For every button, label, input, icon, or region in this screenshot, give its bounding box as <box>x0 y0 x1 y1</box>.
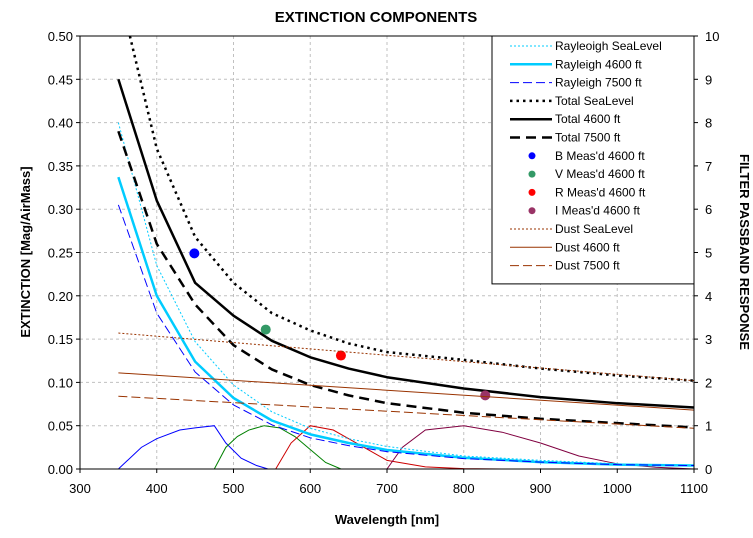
legend-label: Dust SeaLevel <box>555 222 633 236</box>
y2-tick-label: 5 <box>705 246 712 261</box>
y-tick-label: 0.25 <box>48 246 73 261</box>
series-line-3 <box>117 204 695 467</box>
series-line-13 <box>118 395 695 429</box>
y2-tick-label: 9 <box>705 72 712 87</box>
data-point-8 <box>260 324 271 335</box>
x-tick-label: 1100 <box>680 481 708 496</box>
legend-marker <box>528 188 536 196</box>
legend-label: Total 4600 ft <box>555 112 621 126</box>
y2-axis-label: FILTER PASSBAND RESPONSE <box>737 154 752 350</box>
y-axis-label: EXTINCTION [Mag/AirMass] <box>18 166 33 337</box>
data-point-9 <box>335 350 346 361</box>
data-point-7 <box>189 248 200 259</box>
y-tick-label: 0.50 <box>48 29 73 44</box>
data-point-10 <box>480 390 491 401</box>
series-line-11 <box>118 332 695 382</box>
series-line-1 <box>117 122 695 467</box>
x-tick-label: 800 <box>453 481 475 496</box>
y-tick-label: 0.10 <box>48 375 73 390</box>
x-tick-label: 300 <box>69 481 91 496</box>
series-line-6 <box>117 130 695 429</box>
series-line-12 <box>118 372 695 411</box>
y2-tick-label: 2 <box>705 375 712 390</box>
legend-marker <box>528 207 536 215</box>
legend: Rayleoigh SeaLevel Rayleigh 4600 ft Raylei… <box>491 35 695 285</box>
passband-curve-2 <box>213 425 342 470</box>
y-tick-label: 0.05 <box>48 419 73 434</box>
y-tick-label: 0.35 <box>48 159 73 174</box>
legend-label: Rayleigh 7500 ft <box>555 76 642 90</box>
legend-marker <box>528 170 536 178</box>
y2-tick-label: 6 <box>705 202 712 217</box>
y2-tick-label: 1 <box>705 419 712 434</box>
x-tick-label: 1000 <box>603 481 632 496</box>
legend-label: I Meas'd 4600 ft <box>555 204 641 218</box>
chart-title: EXTINCTION COMPONENTS <box>275 9 478 26</box>
y2-axis-ticks: 0 1 2 3 4 5 6 7 8 9 10 <box>694 29 719 477</box>
legend-label: Total 7500 ft <box>555 131 621 145</box>
passband-curve-1 <box>118 425 269 470</box>
y2-tick-label: 3 <box>705 332 712 347</box>
y-tick-label: 0.45 <box>48 72 73 87</box>
y-tick-label: 0.15 <box>48 332 73 347</box>
y-axis-ticks: 0.00 0.05 0.10 0.15 0.20 0.25 0.30 0.35 0.40 0.45… <box>48 29 80 477</box>
y2-tick-label: 7 <box>705 159 712 174</box>
y-tick-label: 0.00 <box>48 462 73 477</box>
legend-label: B Meas'd 4600 ft <box>555 149 645 163</box>
series-line-4 <box>128 35 695 382</box>
y2-tick-label: 0 <box>705 462 712 477</box>
legend-label: Rayleigh 4600 ft <box>555 57 642 71</box>
x-tick-label: 500 <box>223 481 245 496</box>
x-axis-ticks: 300 400 500 600 700 800 900 1000 1100 <box>69 469 708 496</box>
x-tick-label: 600 <box>299 481 321 496</box>
x-tick-label: 900 <box>530 481 552 496</box>
x-tick-label: 400 <box>146 481 168 496</box>
legend-box <box>491 35 695 285</box>
legend-label: Rayleoigh SeaLevel <box>555 39 662 53</box>
y2-tick-label: 10 <box>705 29 719 44</box>
legend-label: R Meas'd 4600 ft <box>555 185 646 199</box>
series-lines <box>117 35 695 467</box>
x-axis-label: Wavelength [nm] <box>335 512 439 527</box>
y-tick-label: 0.30 <box>48 202 73 217</box>
y-tick-label: 0.40 <box>48 116 73 131</box>
series-line-5 <box>117 78 695 409</box>
x-tick-label: 700 <box>376 481 398 496</box>
legend-label: Dust 7500 ft <box>555 259 620 273</box>
legend-label: Dust 4600 ft <box>555 240 620 254</box>
y2-tick-label: 4 <box>705 289 712 304</box>
legend-marker <box>528 152 536 160</box>
y-tick-label: 0.20 <box>48 289 73 304</box>
legend-label: V Meas'd 4600 ft <box>555 167 645 181</box>
y2-tick-label: 8 <box>705 116 712 131</box>
legend-label: Total SeaLevel <box>555 94 634 108</box>
